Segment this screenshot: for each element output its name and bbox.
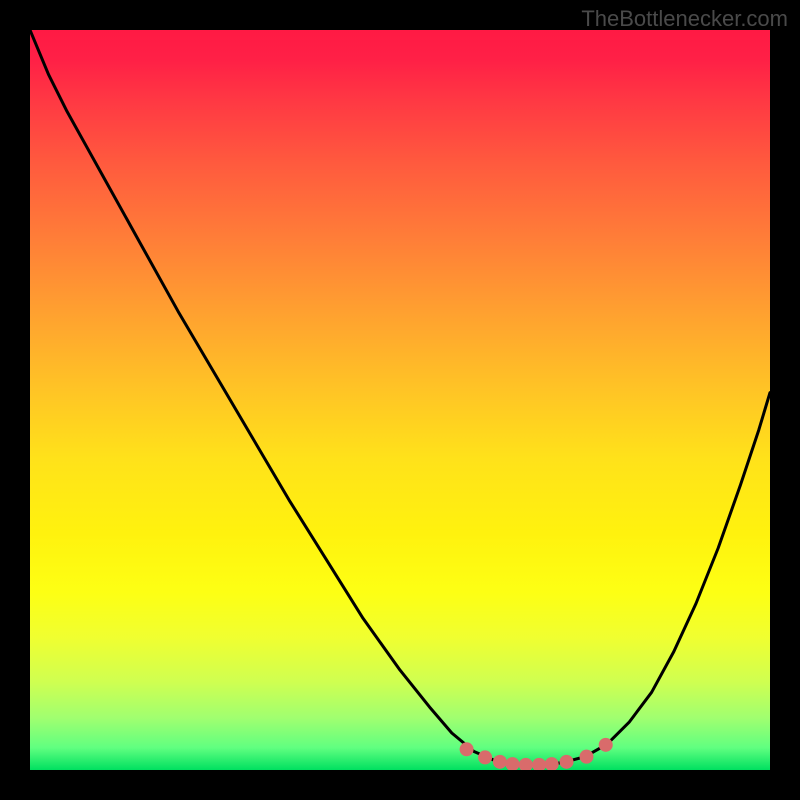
plot-area [30,30,770,770]
watermark-text: TheBottlenecker.com [581,6,788,32]
gradient-background [30,30,770,770]
